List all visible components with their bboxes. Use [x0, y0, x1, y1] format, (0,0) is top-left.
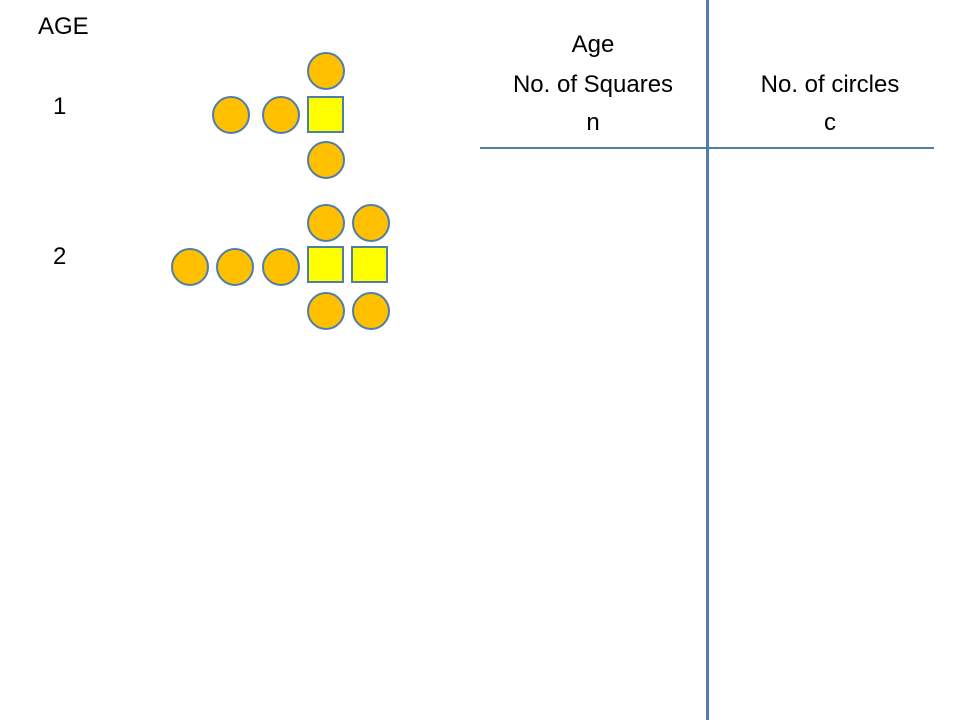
circle [212, 96, 250, 134]
circle [216, 248, 254, 286]
column-header-circles: No. of circles [760, 71, 900, 98]
age-heading: AGE [38, 13, 89, 40]
circle [307, 52, 345, 90]
age-label-1: 1 [53, 93, 67, 120]
circle [262, 248, 300, 286]
circle [262, 96, 300, 134]
square [351, 246, 388, 283]
column-header-squares: No. of Squares [512, 71, 674, 98]
table-divider [706, 0, 709, 720]
circle [171, 248, 209, 286]
age-label-2: 2 [53, 243, 67, 270]
column-header-n: n [586, 109, 600, 136]
column-header-c: c [824, 109, 836, 136]
square [307, 246, 344, 283]
circle [307, 141, 345, 179]
circle [352, 292, 390, 330]
circle [352, 204, 390, 242]
square [307, 96, 344, 133]
column-header-age: Age [571, 31, 615, 58]
circle [307, 204, 345, 242]
circle [307, 292, 345, 330]
